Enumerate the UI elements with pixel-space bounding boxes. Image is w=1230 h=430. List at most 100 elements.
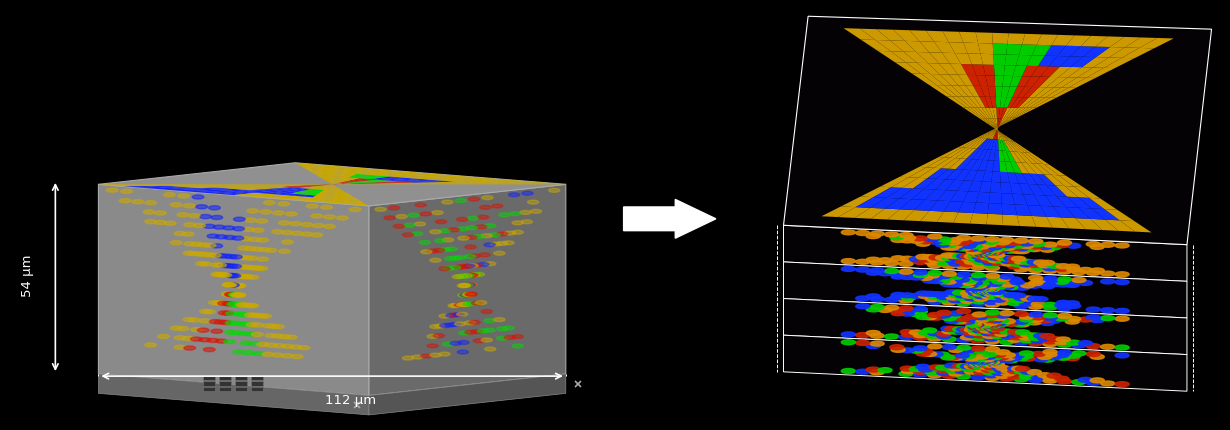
Circle shape bbox=[1015, 259, 1028, 264]
Circle shape bbox=[1043, 339, 1057, 344]
Circle shape bbox=[977, 255, 990, 260]
Circle shape bbox=[459, 284, 470, 288]
Circle shape bbox=[1041, 248, 1054, 252]
Circle shape bbox=[996, 350, 1010, 355]
Circle shape bbox=[1041, 334, 1054, 339]
Polygon shape bbox=[323, 178, 330, 181]
Circle shape bbox=[988, 248, 1002, 253]
Polygon shape bbox=[288, 185, 311, 186]
Polygon shape bbox=[332, 183, 341, 185]
Polygon shape bbox=[343, 182, 357, 184]
Circle shape bbox=[967, 252, 982, 257]
Circle shape bbox=[236, 256, 247, 260]
Polygon shape bbox=[378, 181, 397, 183]
Circle shape bbox=[220, 321, 231, 325]
Circle shape bbox=[968, 291, 983, 296]
Circle shape bbox=[1028, 263, 1043, 268]
Circle shape bbox=[1043, 266, 1057, 271]
Circle shape bbox=[504, 232, 515, 236]
Polygon shape bbox=[943, 202, 963, 213]
Polygon shape bbox=[998, 118, 1014, 129]
Polygon shape bbox=[993, 108, 998, 119]
Circle shape bbox=[948, 275, 963, 280]
Circle shape bbox=[979, 289, 993, 294]
Circle shape bbox=[165, 222, 176, 226]
Polygon shape bbox=[784, 335, 1187, 391]
Polygon shape bbox=[347, 183, 365, 184]
Circle shape bbox=[474, 235, 485, 239]
Circle shape bbox=[957, 264, 970, 270]
Polygon shape bbox=[1005, 141, 1017, 153]
Circle shape bbox=[1001, 319, 1015, 324]
Polygon shape bbox=[342, 182, 354, 184]
Circle shape bbox=[866, 234, 881, 239]
Circle shape bbox=[948, 329, 963, 335]
Circle shape bbox=[476, 225, 487, 229]
Polygon shape bbox=[406, 177, 428, 179]
Circle shape bbox=[474, 273, 485, 277]
Circle shape bbox=[549, 189, 560, 193]
Circle shape bbox=[984, 263, 999, 268]
Circle shape bbox=[306, 205, 319, 209]
Circle shape bbox=[1041, 284, 1054, 289]
Circle shape bbox=[977, 247, 990, 252]
Circle shape bbox=[988, 289, 1002, 295]
Circle shape bbox=[1079, 378, 1092, 382]
Polygon shape bbox=[160, 189, 189, 191]
Polygon shape bbox=[337, 175, 346, 178]
Polygon shape bbox=[332, 172, 341, 175]
Polygon shape bbox=[993, 34, 1009, 45]
Circle shape bbox=[1010, 262, 1025, 267]
Circle shape bbox=[466, 292, 477, 296]
Polygon shape bbox=[994, 119, 998, 130]
Polygon shape bbox=[332, 187, 335, 189]
Polygon shape bbox=[1122, 49, 1154, 59]
Circle shape bbox=[1015, 296, 1028, 301]
Circle shape bbox=[972, 359, 986, 364]
Circle shape bbox=[995, 319, 1009, 323]
Circle shape bbox=[453, 266, 464, 270]
Circle shape bbox=[248, 313, 261, 318]
Polygon shape bbox=[218, 187, 244, 189]
Circle shape bbox=[968, 255, 983, 260]
Circle shape bbox=[909, 294, 924, 298]
Polygon shape bbox=[279, 186, 299, 187]
Polygon shape bbox=[986, 214, 1002, 226]
Polygon shape bbox=[844, 29, 876, 41]
Polygon shape bbox=[784, 226, 1187, 282]
Circle shape bbox=[483, 319, 496, 323]
Polygon shape bbox=[176, 185, 209, 186]
Circle shape bbox=[1043, 342, 1057, 347]
Polygon shape bbox=[1105, 220, 1135, 232]
Polygon shape bbox=[428, 177, 453, 179]
Circle shape bbox=[870, 268, 884, 273]
Circle shape bbox=[1055, 243, 1069, 248]
Polygon shape bbox=[299, 187, 312, 189]
Circle shape bbox=[234, 284, 246, 288]
Polygon shape bbox=[294, 195, 308, 197]
Polygon shape bbox=[1006, 108, 1018, 119]
Polygon shape bbox=[434, 182, 464, 183]
Polygon shape bbox=[978, 150, 988, 160]
Circle shape bbox=[1043, 269, 1057, 273]
Circle shape bbox=[984, 292, 999, 297]
Circle shape bbox=[978, 362, 991, 367]
Circle shape bbox=[953, 327, 967, 332]
Circle shape bbox=[337, 216, 348, 221]
Circle shape bbox=[497, 327, 508, 331]
Circle shape bbox=[948, 311, 963, 316]
Circle shape bbox=[956, 241, 969, 246]
Polygon shape bbox=[860, 30, 891, 41]
Circle shape bbox=[464, 293, 475, 297]
Circle shape bbox=[204, 253, 216, 257]
Circle shape bbox=[978, 359, 991, 365]
Polygon shape bbox=[1059, 68, 1082, 78]
Circle shape bbox=[957, 345, 970, 350]
Circle shape bbox=[273, 325, 284, 329]
Circle shape bbox=[450, 341, 461, 345]
Circle shape bbox=[446, 313, 458, 318]
Circle shape bbox=[974, 252, 988, 257]
Polygon shape bbox=[271, 197, 288, 200]
Circle shape bbox=[466, 226, 477, 230]
Polygon shape bbox=[963, 108, 983, 120]
